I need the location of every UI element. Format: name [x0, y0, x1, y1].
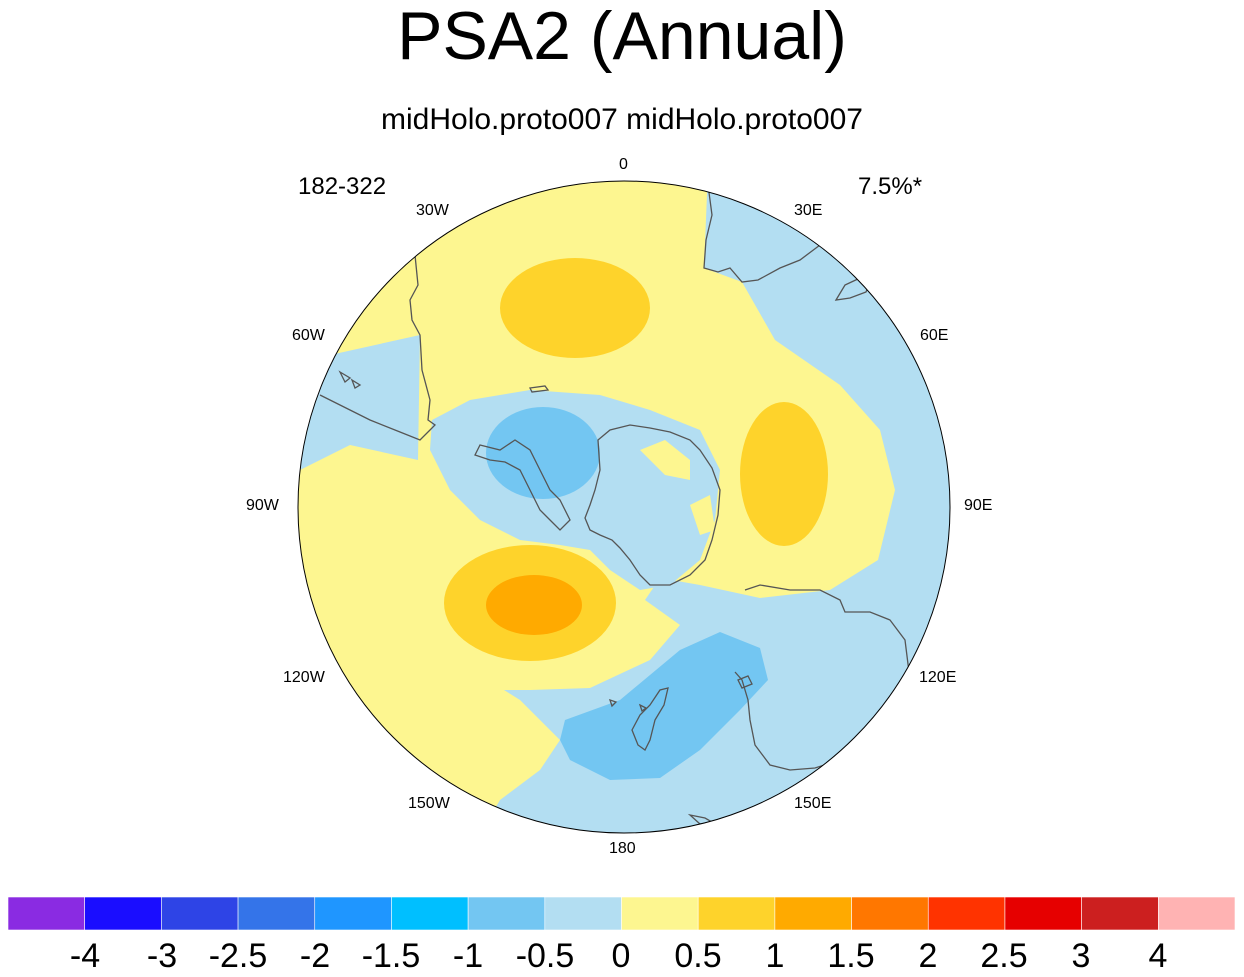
colorbar-swatch [84, 896, 162, 931]
colorbar-label: 3 [1071, 937, 1091, 975]
lon-label-30w: 30W [416, 202, 449, 219]
colorbar-swatch [621, 896, 699, 931]
colorbar-swatch [1081, 896, 1159, 931]
colorbar-swatch [161, 896, 239, 931]
figure-title: PSA2 (Annual) [397, 0, 847, 74]
colorbar-label: -0.5 [515, 937, 575, 975]
colorbar-label: 2.5 [980, 937, 1028, 975]
lon-label-0: 0 [619, 156, 628, 173]
colorbar-swatch [697, 896, 776, 931]
map-boundary [297, 180, 951, 834]
colorbar-label: -3 [146, 937, 178, 975]
field-pos-0-peninsula [640, 440, 715, 535]
polar-map [297, 180, 951, 834]
coast-falklands [338, 370, 362, 389]
lon-label-120e: 120E [919, 669, 957, 686]
colorbar-swatch [237, 896, 316, 931]
colorbar-label: -2.5 [208, 937, 268, 975]
colorbar-label: 0 [611, 937, 631, 975]
colorbar-label: 1 [765, 937, 785, 975]
colorbar-label: 0.5 [674, 937, 722, 975]
colorbar-swatch [544, 896, 622, 931]
coast-south-georgia [529, 385, 550, 393]
coast-south-america [319, 254, 437, 441]
coast-islands [608, 698, 648, 713]
anomaly-field [298, 181, 950, 833]
lon-label-90e: 90E [964, 497, 993, 514]
lon-label-90w: 90W [246, 497, 279, 514]
colorbar-swatch [467, 896, 546, 931]
lon-label-180: 180 [609, 840, 636, 857]
coast-antarctica [584, 424, 721, 586]
field-pos-0-5-north [500, 258, 650, 358]
colorbar-swatch [314, 896, 392, 931]
colorbar-swatch [1004, 896, 1082, 931]
lon-label-60w: 60W [292, 327, 325, 344]
field-pos-0-5-east [740, 402, 828, 546]
coast-peninsula [474, 439, 571, 531]
colorbar-label: 2 [918, 937, 938, 975]
colorbar-swatch [7, 896, 85, 931]
coast-new-zealand [631, 687, 669, 751]
coast-tasmania [737, 675, 753, 689]
lon-label-150w: 150W [408, 795, 450, 812]
colorbar-label: 1.5 [827, 937, 875, 975]
lon-label-60e: 60E [920, 327, 949, 344]
colorbar-label: -2 [299, 937, 331, 975]
colorbar-label: -1 [452, 937, 484, 975]
colorbar-label: 4 [1148, 937, 1168, 975]
colorbar-swatch [391, 896, 469, 931]
variance-label: 7.5%* [858, 173, 923, 200]
period-label: 182-322 [298, 173, 387, 200]
colorbar-label: -4 [69, 937, 101, 975]
field-neg-1-center [486, 407, 600, 499]
lon-label-30e: 30E [794, 202, 823, 219]
colorbar-swatch [774, 896, 852, 931]
colorbar-label: -1.5 [361, 937, 421, 975]
colorbar-swatch [927, 896, 1006, 931]
lon-label-150e: 150E [794, 795, 832, 812]
lon-label-120w: 120W [283, 669, 325, 686]
colorbar-swatch [1158, 896, 1236, 931]
colorbar-swatch [851, 896, 929, 931]
figure-subtitle: midHolo.proto007 midHolo.proto007 [381, 103, 863, 136]
field-pos-1-core [486, 575, 582, 635]
